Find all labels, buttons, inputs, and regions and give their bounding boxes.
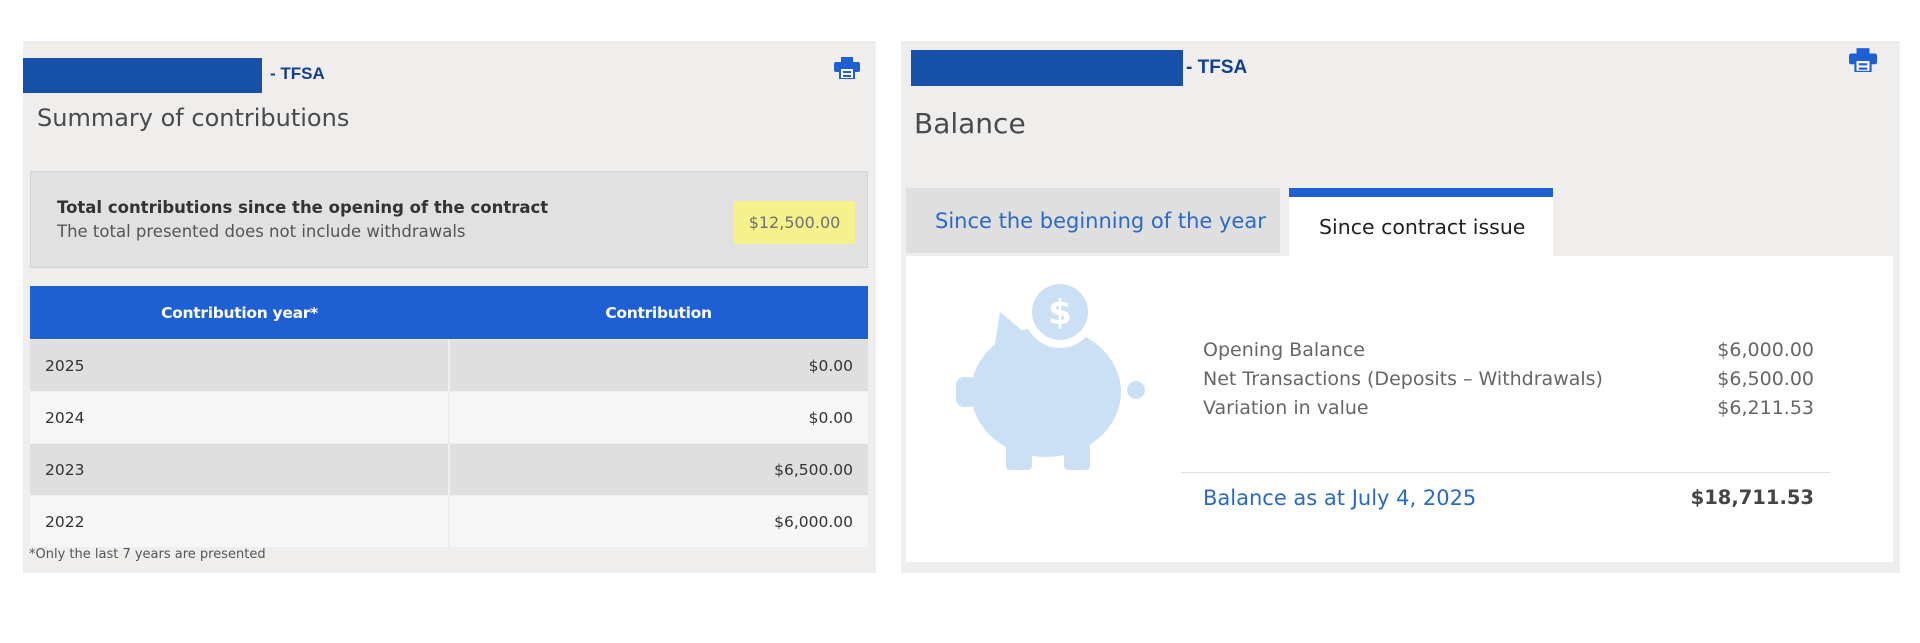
piggy-bank-icon: $ bbox=[956, 272, 1146, 476]
balance-as-at-label: Balance as at July 4, 2025 bbox=[1203, 486, 1477, 510]
contribution-cell: $0.00 bbox=[449, 339, 868, 392]
tab-since-beginning-of-year[interactable]: Since the beginning of the year bbox=[906, 188, 1280, 253]
printer-icon[interactable] bbox=[834, 57, 860, 83]
divider bbox=[1181, 472, 1830, 473]
total-contributions-box: Total contributions since the opening of… bbox=[30, 171, 868, 268]
account-type-label: - TFSA bbox=[270, 64, 325, 83]
contributions-table: Contribution year* Contribution 2025 $0.… bbox=[30, 286, 868, 547]
page-title: Balance bbox=[914, 107, 1026, 140]
contributions-panel: - TFSA Summary of contributions Total co… bbox=[23, 41, 876, 573]
variation-in-value-label: Variation in value bbox=[1203, 397, 1369, 419]
opening-balance-label: Opening Balance bbox=[1203, 339, 1365, 361]
table-row: 2025 $0.00 bbox=[30, 339, 868, 392]
table-row: 2023 $6,500.00 bbox=[30, 443, 868, 496]
net-transactions-label: Net Transactions (Deposits – Withdrawals… bbox=[1203, 368, 1603, 390]
column-header-year: Contribution year* bbox=[30, 286, 449, 340]
footnote: *Only the last 7 years are presented bbox=[29, 547, 266, 562]
opening-balance-value: $6,000.00 bbox=[1717, 339, 1814, 361]
total-contributions-note: The total presented does not include wit… bbox=[57, 222, 466, 241]
balance-panel: - TFSA Balance Since the beginning of th… bbox=[901, 41, 1900, 573]
account-name-redaction bbox=[23, 58, 262, 93]
total-contributions-value: $12,500.00 bbox=[734, 201, 855, 244]
net-transactions-value: $6,500.00 bbox=[1717, 368, 1814, 390]
account-type-label: - TFSA bbox=[1186, 57, 1248, 78]
table-row: 2022 $6,000.00 bbox=[30, 495, 868, 547]
year-cell: 2024 bbox=[30, 391, 450, 444]
page-title: Summary of contributions bbox=[37, 104, 350, 132]
account-name-redaction bbox=[911, 50, 1183, 86]
total-contributions-label: Total contributions since the opening of… bbox=[57, 198, 549, 217]
year-cell: 2025 bbox=[30, 339, 450, 392]
tab-label: Since the beginning of the year bbox=[935, 209, 1266, 233]
tab-since-contract-issue[interactable]: Since contract issue bbox=[1289, 188, 1553, 258]
balance-value: $18,711.53 bbox=[1690, 486, 1814, 509]
contribution-cell: $0.00 bbox=[449, 391, 868, 444]
year-cell: 2022 bbox=[30, 495, 450, 547]
variation-in-value-value: $6,211.53 bbox=[1717, 397, 1814, 419]
contribution-cell: $6,000.00 bbox=[449, 495, 868, 547]
year-cell: 2023 bbox=[30, 443, 450, 496]
printer-icon[interactable] bbox=[1849, 48, 1877, 76]
contribution-cell: $6,500.00 bbox=[449, 443, 868, 496]
svg-text:$: $ bbox=[1048, 293, 1072, 333]
balance-content: $ Opening Balance $6,000.00 Net Transact… bbox=[906, 256, 1893, 562]
table-row: 2024 $0.00 bbox=[30, 391, 868, 444]
column-header-contribution: Contribution bbox=[449, 286, 868, 340]
tab-label: Since contract issue bbox=[1319, 215, 1526, 239]
